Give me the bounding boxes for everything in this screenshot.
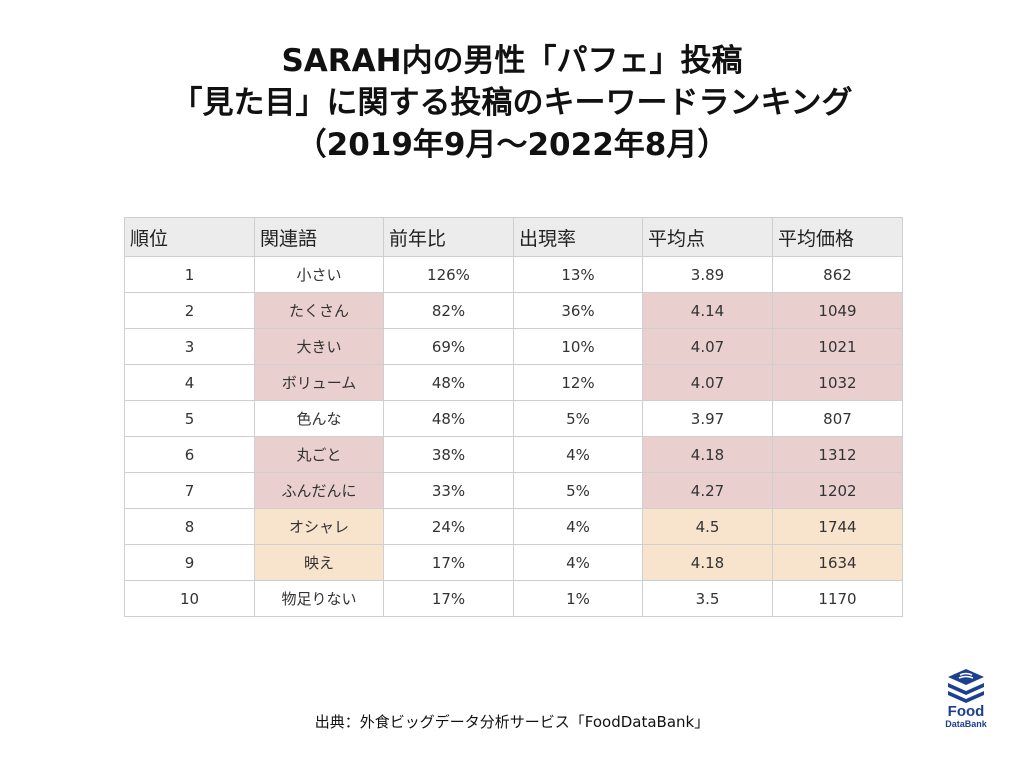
cell-yoy: 69% bbox=[383, 328, 514, 365]
cell-price: 1170 bbox=[772, 580, 903, 617]
cell-rank: 1 bbox=[124, 256, 255, 293]
cell-price: 1049 bbox=[772, 292, 903, 329]
cell-price: 1744 bbox=[772, 508, 903, 545]
title-line-3: （2019年9月～2022年8月） bbox=[295, 127, 729, 163]
cell-keyword: 大きい bbox=[254, 328, 384, 365]
cell-score: 3.97 bbox=[642, 400, 773, 437]
logo-text-databank: DataBank bbox=[945, 719, 987, 729]
cell-keyword: 丸ごと bbox=[254, 436, 384, 473]
cell-price: 1312 bbox=[772, 436, 903, 473]
table-row: 2 たくさん 82% 36% 4.14 1049 bbox=[124, 292, 903, 329]
cell-score: 4.14 bbox=[642, 292, 773, 329]
table-row: 4 ボリューム 48% 12% 4.07 1032 bbox=[124, 364, 903, 401]
source-note: 出典：外食ビッグデータ分析サービス「FoodDataBank」 bbox=[314, 713, 710, 731]
cell-rate: 4% bbox=[513, 508, 643, 545]
cell-rank: 4 bbox=[124, 364, 255, 401]
col-header-rank: 順位 bbox=[124, 217, 255, 257]
cell-rate: 5% bbox=[513, 400, 643, 437]
cell-score: 4.07 bbox=[642, 328, 773, 365]
cell-yoy: 17% bbox=[383, 544, 514, 581]
cell-keyword: 色んな bbox=[254, 400, 384, 437]
table-row: 3 大きい 69% 10% 4.07 1021 bbox=[124, 328, 903, 365]
cell-yoy: 48% bbox=[383, 364, 514, 401]
stacked-layers-icon bbox=[948, 669, 984, 703]
cell-yoy: 48% bbox=[383, 400, 514, 437]
cell-rank: 6 bbox=[124, 436, 255, 473]
cell-rate: 13% bbox=[513, 256, 643, 293]
cell-yoy: 17% bbox=[383, 580, 514, 617]
cell-rate: 10% bbox=[513, 328, 643, 365]
cell-yoy: 33% bbox=[383, 472, 514, 509]
col-header-yoy: 前年比 bbox=[383, 217, 514, 257]
cell-price: 807 bbox=[772, 400, 903, 437]
col-header-score: 平均点 bbox=[642, 217, 773, 257]
cell-rank: 5 bbox=[124, 400, 255, 437]
cell-rate: 1% bbox=[513, 580, 643, 617]
table-header-row: 順位 関連語 前年比 出現率 平均点 平均価格 bbox=[124, 217, 903, 257]
cell-price: 862 bbox=[772, 256, 903, 293]
cell-price: 1021 bbox=[772, 328, 903, 365]
cell-score: 4.27 bbox=[642, 472, 773, 509]
cell-rate: 4% bbox=[513, 544, 643, 581]
cell-keyword: 小さい bbox=[254, 256, 384, 293]
title-line-2: 「見た目」に関する投稿のキーワードランキング bbox=[171, 85, 853, 121]
cell-keyword: 物足りない bbox=[254, 580, 384, 617]
table-row: 9 映え 17% 4% 4.18 1634 bbox=[124, 544, 903, 581]
cell-rate: 5% bbox=[513, 472, 643, 509]
cell-score: 3.5 bbox=[642, 580, 773, 617]
cell-rate: 12% bbox=[513, 364, 643, 401]
cell-rank: 10 bbox=[124, 580, 255, 617]
cell-rank: 3 bbox=[124, 328, 255, 365]
table-row: 8 オシャレ 24% 4% 4.5 1744 bbox=[124, 508, 903, 545]
table-row: 7 ふんだんに 33% 5% 4.27 1202 bbox=[124, 472, 903, 509]
cell-keyword: たくさん bbox=[254, 292, 384, 329]
col-header-rate: 出現率 bbox=[513, 217, 643, 257]
cell-keyword: オシャレ bbox=[254, 508, 384, 545]
cell-keyword: 映え bbox=[254, 544, 384, 581]
col-header-price: 平均価格 bbox=[772, 217, 903, 257]
cell-rate: 36% bbox=[513, 292, 643, 329]
cell-score: 4.07 bbox=[642, 364, 773, 401]
cell-rank: 2 bbox=[124, 292, 255, 329]
table-row: 5 色んな 48% 5% 3.97 807 bbox=[124, 400, 903, 437]
cell-yoy: 38% bbox=[383, 436, 514, 473]
cell-yoy: 82% bbox=[383, 292, 514, 329]
cell-score: 4.5 bbox=[642, 508, 773, 545]
cell-keyword: ふんだんに bbox=[254, 472, 384, 509]
cell-price: 1634 bbox=[772, 544, 903, 581]
cell-price: 1032 bbox=[772, 364, 903, 401]
cell-price: 1202 bbox=[772, 472, 903, 509]
cell-yoy: 24% bbox=[383, 508, 514, 545]
table-row: 1 小さい 126% 13% 3.89 862 bbox=[124, 256, 903, 293]
table-row: 6 丸ごと 38% 4% 4.18 1312 bbox=[124, 436, 903, 473]
col-header-word: 関連語 bbox=[254, 217, 384, 257]
cell-score: 4.18 bbox=[642, 436, 773, 473]
fooddatabank-logo: Food DataBank bbox=[935, 667, 997, 733]
cell-rank: 9 bbox=[124, 544, 255, 581]
cell-rank: 8 bbox=[124, 508, 255, 545]
cell-rate: 4% bbox=[513, 436, 643, 473]
page-title: SARAH内の男性「パフェ」投稿 「見た目」に関する投稿のキーワードランキング … bbox=[0, 40, 1024, 166]
title-line-1: SARAH内の男性「パフェ」投稿 bbox=[281, 43, 743, 79]
cell-score: 3.89 bbox=[642, 256, 773, 293]
cell-score: 4.18 bbox=[642, 544, 773, 581]
logo-text-food: Food bbox=[947, 703, 985, 720]
table-body: 1 小さい 126% 13% 3.89 862 2 たくさん 82% 36% 4.14 1049 3 大き… bbox=[124, 256, 903, 617]
table-row: 10 物足りない 17% 1% 3.5 1170 bbox=[124, 580, 903, 617]
keyword-ranking-table: 順位 関連語 前年比 出現率 平均点 平均価格 1 小さい 126% 13% 3.89 8… bbox=[124, 217, 903, 617]
cell-yoy: 126% bbox=[383, 256, 514, 293]
cell-rank: 7 bbox=[124, 472, 255, 509]
cell-keyword: ボリューム bbox=[254, 364, 384, 401]
